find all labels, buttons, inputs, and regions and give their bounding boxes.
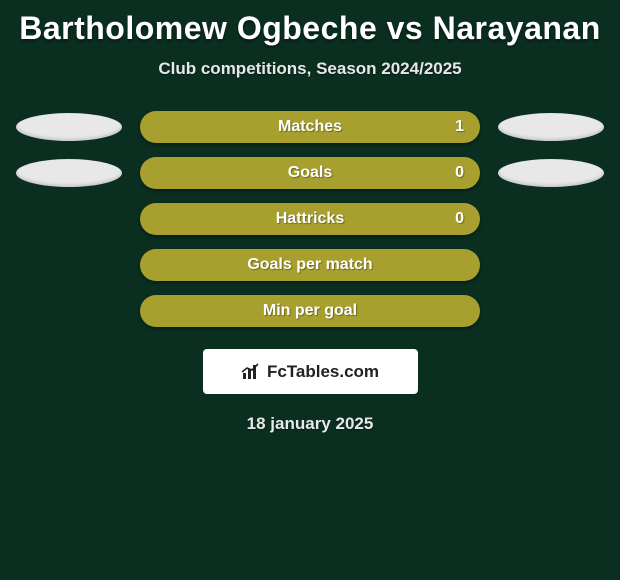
- stat-bar: Goals per match: [140, 249, 480, 281]
- stat-rows: Matches 1 Goals 0 Hattricks 0 Goals per …: [0, 111, 620, 327]
- page-title: Bartholomew Ogbeche vs Narayanan: [0, 0, 620, 47]
- stat-bar: Hattricks 0: [140, 203, 480, 235]
- stat-value: 0: [455, 164, 464, 182]
- date-label: 18 january 2025: [0, 414, 620, 434]
- right-ellipse: [498, 113, 604, 141]
- stat-value: 1: [455, 118, 464, 136]
- stat-bar: Matches 1: [140, 111, 480, 143]
- stat-value: 0: [455, 210, 464, 228]
- stat-label: Hattricks: [276, 210, 344, 228]
- stat-bar: Min per goal: [140, 295, 480, 327]
- stat-bar: Goals 0: [140, 157, 480, 189]
- stat-row: Goals per match: [0, 249, 620, 281]
- left-ellipse: [16, 113, 122, 141]
- stat-row: Hattricks 0: [0, 203, 620, 235]
- logo-box: FcTables.com: [203, 349, 418, 394]
- stat-label: Goals: [288, 164, 332, 182]
- stat-row: Goals 0: [0, 157, 620, 189]
- stat-row: Matches 1: [0, 111, 620, 143]
- logo-text: FcTables.com: [267, 362, 379, 382]
- stat-label: Goals per match: [247, 256, 372, 274]
- stat-label: Matches: [278, 118, 342, 136]
- stat-label: Min per goal: [263, 302, 357, 320]
- subtitle: Club competitions, Season 2024/2025: [0, 59, 620, 79]
- stat-row: Min per goal: [0, 295, 620, 327]
- right-ellipse: [498, 159, 604, 187]
- left-ellipse: [16, 159, 122, 187]
- chart-icon: [241, 363, 263, 381]
